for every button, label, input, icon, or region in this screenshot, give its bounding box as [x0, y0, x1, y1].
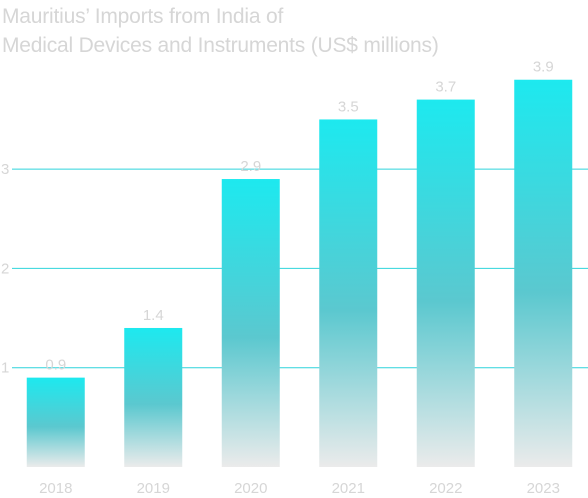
bar-2018 — [26, 377, 85, 467]
x-tick-label-2020: 2020 — [234, 480, 267, 497]
chart-title-line-2: Medical Devices and Instruments (US$ mil… — [2, 34, 439, 57]
data-label-2023: 3.9 — [533, 59, 554, 76]
bar-2023 — [514, 79, 573, 467]
data-label-2019: 1.4 — [143, 307, 164, 324]
y-tick-label-3: 3 — [1, 161, 9, 178]
chart-title: Mauritius’ Imports from India of Medical… — [2, 2, 439, 60]
data-label-2021: 3.5 — [338, 98, 359, 115]
chart-title-line-1: Mauritius’ Imports from India of — [2, 5, 284, 28]
x-tick-label-2019: 2019 — [137, 480, 170, 497]
bar-2020 — [221, 179, 280, 467]
x-tick-label-2021: 2021 — [332, 480, 365, 497]
y-tick-label-1: 1 — [1, 360, 9, 377]
bar-2021 — [319, 119, 378, 467]
data-label-2020: 2.9 — [240, 158, 261, 175]
bar-2022 — [416, 99, 475, 467]
x-tick-label-2023: 2023 — [527, 480, 560, 497]
y-tick-label-2: 2 — [1, 260, 9, 277]
bar-2019 — [124, 327, 183, 467]
data-label-2018: 0.9 — [45, 357, 66, 374]
x-tick-label-2018: 2018 — [39, 480, 72, 497]
data-label-2022: 3.7 — [435, 79, 456, 96]
x-tick-label-2022: 2022 — [429, 480, 462, 497]
